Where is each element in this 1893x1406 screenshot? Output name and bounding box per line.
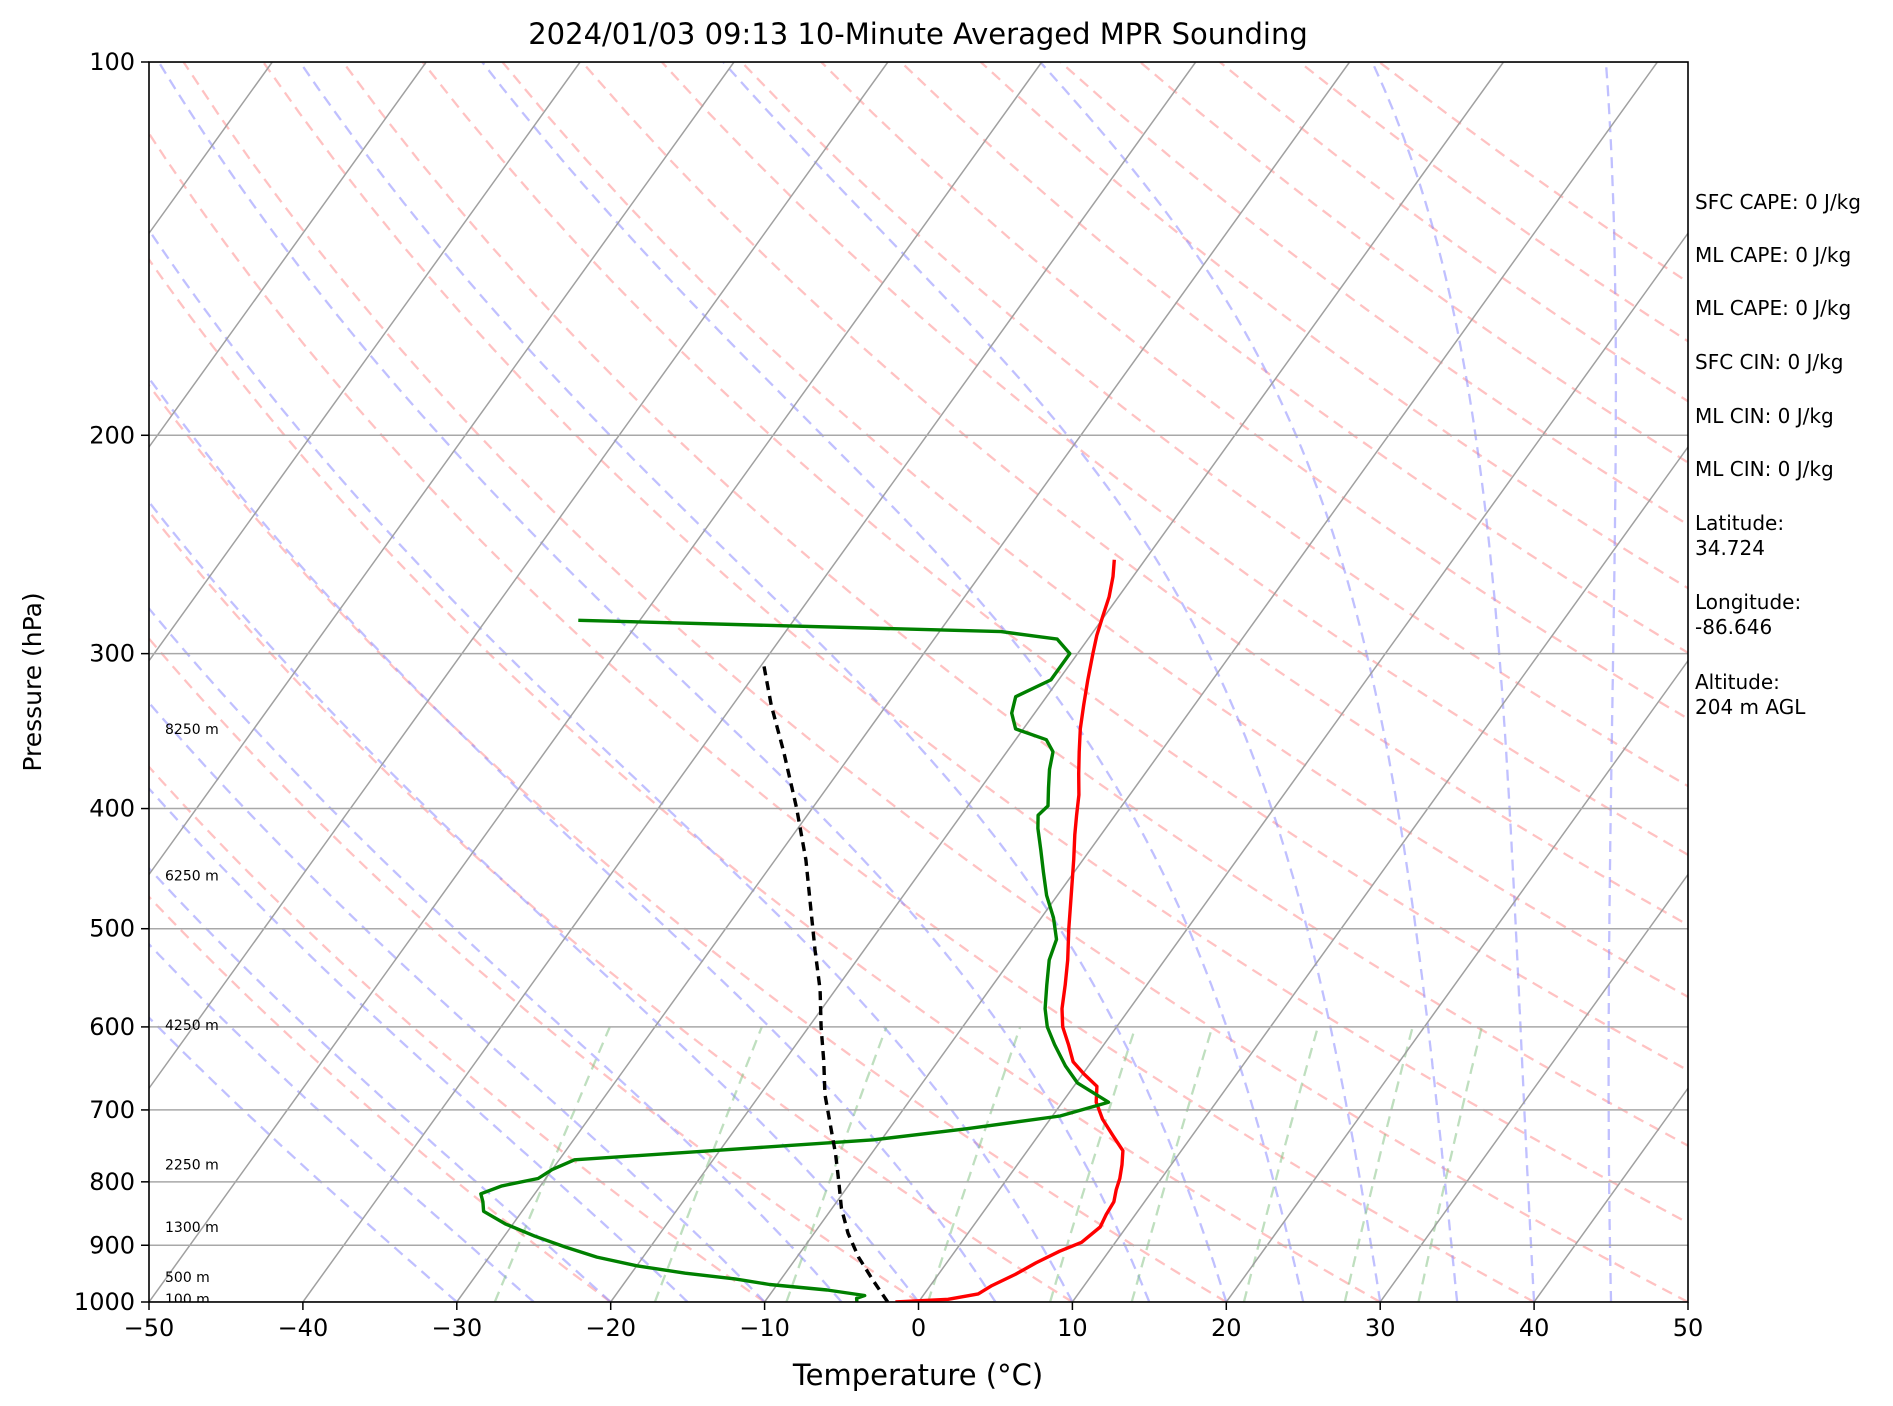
height-label: 6250 m bbox=[165, 869, 219, 885]
y-axis-label: Pressure (hPa) bbox=[18, 592, 47, 771]
dry-adiabat bbox=[740, 62, 1688, 788]
sounding-line-0 bbox=[895, 559, 1125, 1302]
isotherm bbox=[149, 62, 1043, 1302]
altitude-text: Altitude: 204 m AGL bbox=[1695, 670, 1806, 719]
dry-adiabat bbox=[581, 62, 1688, 927]
isotherm bbox=[302, 62, 1197, 1302]
x-tick-label: 40 bbox=[1519, 1314, 1550, 1342]
y-tick-label: 800 bbox=[89, 1168, 135, 1196]
isotherm bbox=[763, 62, 1659, 1302]
moist-adiabat bbox=[157, 62, 1151, 1302]
x-tick-label: −50 bbox=[124, 1314, 175, 1342]
isotherm bbox=[456, 62, 1351, 1302]
ml-cape-text: ML CAPE: 0 J/kg bbox=[1695, 243, 1852, 267]
isotherm bbox=[1533, 1086, 1688, 1302]
x-tick-label: 50 bbox=[1673, 1314, 1704, 1342]
x-axis-label: Temperature (°C) bbox=[792, 1358, 1043, 1392]
x-tick-label: −10 bbox=[739, 1314, 790, 1342]
moist-adiabat bbox=[149, 942, 535, 1302]
height-label: 8250 m bbox=[165, 722, 219, 738]
isotherm bbox=[149, 62, 889, 1090]
moist-adiabat bbox=[149, 786, 689, 1302]
x-tick-label: −30 bbox=[431, 1314, 482, 1342]
height-label: 100 m bbox=[165, 1292, 210, 1308]
moist-adiabat bbox=[1604, 62, 1618, 1302]
dry-adiabat bbox=[262, 62, 1688, 1225]
mixing-ratio-line bbox=[1130, 1026, 1214, 1302]
x-tick-label: 10 bbox=[1057, 1314, 1088, 1342]
moist-adiabat bbox=[149, 376, 997, 1302]
y-tick-label: 500 bbox=[89, 915, 135, 943]
isotherm bbox=[610, 62, 1505, 1302]
moist-adiabat bbox=[149, 228, 1074, 1302]
height-label: 4250 m bbox=[165, 1018, 219, 1034]
y-tick-label: 100 bbox=[89, 48, 135, 76]
isotherm bbox=[149, 62, 735, 876]
y-tick-label: 600 bbox=[89, 1013, 135, 1041]
x-tick-label: −20 bbox=[585, 1314, 636, 1342]
isotherm bbox=[149, 62, 427, 449]
isotherm bbox=[149, 62, 581, 663]
isotherm bbox=[1071, 445, 1688, 1302]
dry-adiabat bbox=[149, 636, 920, 1302]
isotherm bbox=[917, 231, 1688, 1302]
moist-adiabat bbox=[149, 500, 920, 1302]
sounding-line-1 bbox=[479, 618, 1111, 1302]
isotherm bbox=[1225, 659, 1688, 1302]
y-tick-label: 200 bbox=[89, 421, 135, 449]
height-label: 2250 m bbox=[165, 1158, 219, 1174]
dry-adiabat bbox=[501, 62, 1688, 999]
mixing-ratio-line bbox=[1343, 1026, 1414, 1302]
moist-adiabat bbox=[149, 866, 612, 1302]
moist-adiabat bbox=[1371, 62, 1536, 1302]
y-tick-label: 700 bbox=[89, 1096, 135, 1124]
chart-title: 2024/01/03 09:13 10-Minute Averaged MPR … bbox=[528, 17, 1308, 51]
ml-cape-text-2: ML CAPE: 0 J/kg bbox=[1695, 296, 1852, 320]
dry-adiabat bbox=[149, 765, 766, 1302]
mixing-ratio-line bbox=[1048, 1026, 1137, 1302]
dry-adiabat bbox=[149, 383, 1227, 1302]
ml-cin-text-2: ML CIN: 0 J/kg bbox=[1695, 457, 1834, 481]
sounding-line-2 bbox=[761, 662, 890, 1302]
height-label: 1300 m bbox=[165, 1220, 219, 1236]
y-tick-label: 400 bbox=[89, 795, 135, 823]
dry-adiabat bbox=[341, 62, 1688, 1147]
y-tick-label: 900 bbox=[89, 1231, 135, 1259]
x-tick-label: 30 bbox=[1365, 1314, 1396, 1342]
longitude-text: Longitude: -86.646 bbox=[1695, 590, 1802, 639]
latitude-text: Latitude: 34.724 bbox=[1695, 511, 1785, 560]
dry-adiabat bbox=[149, 257, 1381, 1302]
mixing-ratio-line bbox=[1417, 1026, 1483, 1302]
moist-adiabat bbox=[298, 62, 1228, 1302]
moist-adiabat bbox=[149, 701, 766, 1302]
dry-adiabat bbox=[149, 131, 1535, 1302]
height-label: 500 m bbox=[165, 1270, 210, 1286]
moist-adiabat bbox=[149, 1016, 458, 1302]
ml-cin-text: ML CIN: 0 J/kg bbox=[1695, 404, 1834, 428]
x-tick-label: 20 bbox=[1211, 1314, 1242, 1342]
y-tick-label: 1000 bbox=[74, 1288, 135, 1316]
x-tick-label: 0 bbox=[911, 1314, 926, 1342]
moist-adiabat bbox=[722, 62, 1382, 1302]
dry-adiabat bbox=[182, 62, 1688, 1302]
dry-adiabat bbox=[900, 62, 1688, 655]
sfc-cape-text: SFC CAPE: 0 J/kg bbox=[1695, 190, 1861, 214]
moist-adiabat bbox=[1039, 62, 1459, 1302]
y-tick-label: 300 bbox=[89, 640, 135, 668]
x-tick-label: −40 bbox=[278, 1314, 329, 1342]
isotherm bbox=[1379, 873, 1688, 1302]
sfc-cin-text: SFC CIN: 0 J/kg bbox=[1695, 350, 1844, 374]
